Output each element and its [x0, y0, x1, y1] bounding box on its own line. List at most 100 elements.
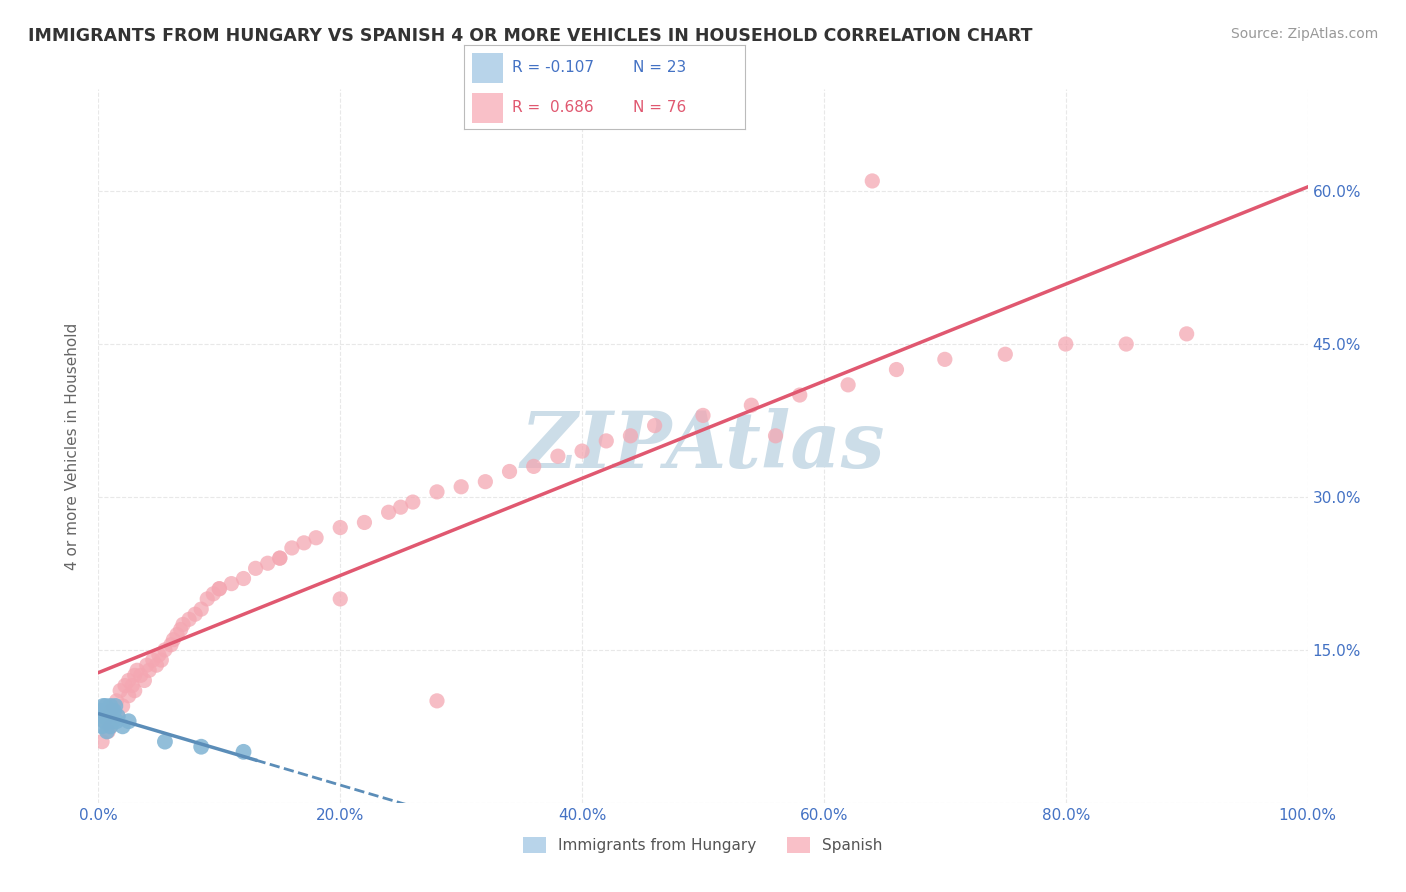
Point	[127, 663, 149, 677]
Point	[256, 556, 278, 570]
Y-axis label: 4 or more Vehicles in Household: 4 or more Vehicles in Household	[65, 322, 80, 570]
Point	[195, 591, 218, 606]
Point	[765, 429, 787, 443]
Point	[111, 719, 134, 733]
Point	[91, 734, 114, 748]
Point	[105, 714, 128, 729]
Point	[426, 694, 449, 708]
Point	[281, 541, 304, 555]
Point	[100, 719, 122, 733]
Point	[145, 658, 167, 673]
Point	[571, 444, 593, 458]
Point	[96, 724, 118, 739]
Point	[172, 617, 194, 632]
Point	[789, 388, 811, 402]
Point	[107, 709, 129, 723]
Point	[619, 429, 641, 443]
Point	[474, 475, 496, 489]
Text: N = 76: N = 76	[633, 100, 686, 115]
Point	[547, 449, 569, 463]
Point	[162, 632, 184, 647]
Point	[402, 495, 425, 509]
Point	[994, 347, 1017, 361]
Point	[190, 602, 212, 616]
Point	[153, 734, 176, 748]
Point	[1115, 337, 1137, 351]
Point	[377, 505, 399, 519]
Point	[837, 377, 859, 392]
Point	[886, 362, 908, 376]
Point	[90, 704, 112, 718]
Point	[148, 648, 170, 662]
Text: Source: ZipAtlas.com: Source: ZipAtlas.com	[1230, 27, 1378, 41]
Point	[450, 480, 472, 494]
Point	[100, 719, 122, 733]
Point	[1054, 337, 1077, 351]
Point	[934, 352, 956, 367]
FancyBboxPatch shape	[472, 93, 503, 122]
Point	[111, 698, 134, 713]
Point	[97, 724, 120, 739]
Point	[93, 714, 115, 729]
Point	[202, 587, 225, 601]
Point	[160, 638, 183, 652]
Point	[232, 745, 254, 759]
Point	[221, 576, 243, 591]
Point	[208, 582, 231, 596]
Point	[269, 551, 291, 566]
Point	[107, 709, 129, 723]
Point	[644, 418, 666, 433]
Point	[93, 709, 115, 723]
Point	[118, 673, 141, 688]
Point	[105, 694, 128, 708]
Point	[129, 668, 152, 682]
Text: N = 23: N = 23	[633, 61, 686, 76]
Point	[860, 174, 883, 188]
Point	[134, 673, 156, 688]
Point	[426, 484, 449, 499]
Point	[100, 704, 122, 718]
Point	[124, 668, 146, 682]
Point	[305, 531, 328, 545]
Point	[389, 500, 412, 515]
Point	[166, 627, 188, 641]
Point	[179, 612, 201, 626]
Point	[523, 459, 546, 474]
Point	[94, 698, 117, 713]
Point	[1175, 326, 1198, 341]
Point	[329, 520, 352, 534]
Point	[142, 653, 165, 667]
Point	[353, 516, 375, 530]
Point	[498, 465, 520, 479]
Point	[100, 698, 122, 713]
Text: ZIPAtlas: ZIPAtlas	[520, 408, 886, 484]
Point	[153, 643, 176, 657]
Point	[101, 698, 124, 713]
Point	[232, 572, 254, 586]
Point	[91, 719, 114, 733]
Point	[329, 591, 352, 606]
Point	[103, 704, 125, 718]
Point	[269, 551, 291, 566]
Legend: Immigrants from Hungary, Spanish: Immigrants from Hungary, Spanish	[517, 831, 889, 859]
Point	[245, 561, 267, 575]
Point	[150, 653, 173, 667]
Point	[124, 683, 146, 698]
Point	[692, 409, 714, 423]
Point	[101, 714, 124, 729]
Point	[108, 683, 131, 698]
Point	[292, 536, 315, 550]
Point	[97, 704, 120, 718]
Point	[104, 698, 127, 713]
Point	[118, 714, 141, 729]
Text: IMMIGRANTS FROM HUNGARY VS SPANISH 4 OR MORE VEHICLES IN HOUSEHOLD CORRELATION C: IMMIGRANTS FROM HUNGARY VS SPANISH 4 OR …	[28, 27, 1032, 45]
Point	[138, 663, 160, 677]
Point	[595, 434, 617, 448]
Point	[208, 582, 231, 596]
Point	[169, 623, 191, 637]
Text: R = -0.107: R = -0.107	[512, 61, 593, 76]
Point	[91, 698, 114, 713]
Point	[97, 709, 120, 723]
Point	[184, 607, 207, 622]
Text: R =  0.686: R = 0.686	[512, 100, 593, 115]
